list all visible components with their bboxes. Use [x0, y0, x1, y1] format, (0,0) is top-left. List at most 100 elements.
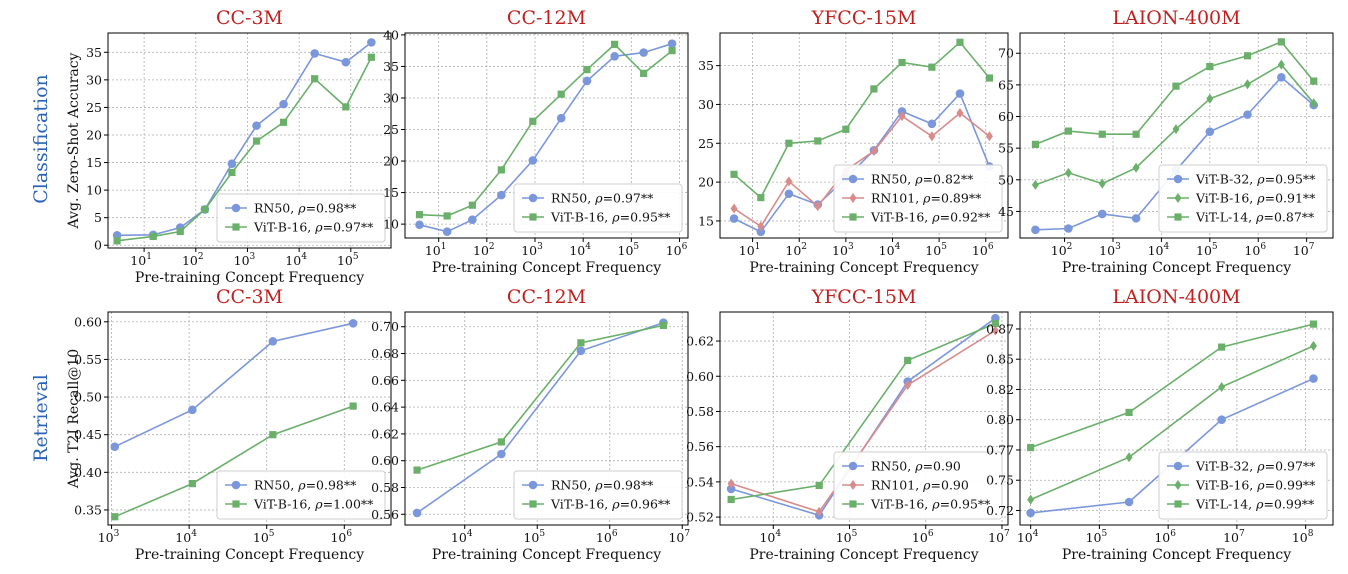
- y-tick-label: 15: [86, 155, 102, 170]
- legend-entry-ViT-B-32: ViT-B-32, ρ=0.95**: [1195, 172, 1316, 187]
- data-point-RN50: [268, 337, 278, 346]
- axes-frame: [107, 311, 392, 526]
- data-point-RN101: [991, 325, 999, 336]
- y-tick-label: 0.75: [986, 473, 1014, 488]
- data-point-RN101: [898, 111, 906, 122]
- data-point-ViT-B-16: [727, 495, 735, 504]
- legend-entry-ViT-B-16: ViT-B-16, ρ=0.95**: [870, 497, 991, 512]
- data-point-RN50: [110, 442, 120, 452]
- x-tick-label: 105: [253, 529, 275, 545]
- data-point-RN101: [956, 107, 964, 118]
- data-point-ViT-B-16: [1132, 162, 1140, 173]
- legend-entry-RN50: RN50, ρ=0.97**: [551, 191, 654, 206]
- y-axis-label: Avg. T2I Recall@10: [66, 349, 82, 489]
- x-tick-label: 101: [739, 242, 761, 258]
- data-point-RN101: [730, 203, 738, 214]
- y-tick-label: 20: [86, 127, 102, 142]
- data-point-RN50: [415, 220, 424, 230]
- y-tick-label: 0.68: [371, 346, 399, 361]
- data-point-ViT-L-14: [1031, 140, 1040, 148]
- x-tick-label: 107: [668, 529, 690, 545]
- x-tick-label: 103: [1099, 242, 1121, 258]
- y-tick-label: 0.62: [686, 334, 714, 349]
- data-point-RN101: [928, 131, 936, 142]
- data-point-ViT-B-16: [611, 40, 619, 48]
- data-point-ViT-B-16: [991, 319, 999, 328]
- legend-box: [513, 183, 683, 233]
- axes-frame: [1019, 311, 1334, 526]
- data-point-ViT-B-16: [413, 466, 421, 474]
- y-tick-label: 50: [998, 172, 1014, 187]
- data-point-RN50: [528, 156, 538, 165]
- data-point-ViT-L-14: [1098, 130, 1106, 138]
- legend-marker-ViT-B-16: [1174, 480, 1182, 490]
- x-tick-label: 104: [175, 529, 197, 545]
- data-point-RN50: [610, 52, 619, 61]
- data-point-RN50: [468, 215, 477, 225]
- y-tick-label: 35: [383, 59, 399, 74]
- y-tick-label: 10: [383, 217, 399, 232]
- chart-panel-1: CC-3M 101 102 103 104 105 0 5 10 15 20 25 30 35 RN50, …: [66, 7, 392, 286]
- data-point-ViT-B-16: [149, 232, 157, 241]
- legend-box: [833, 451, 1003, 520]
- x-tick-label: 105: [618, 242, 640, 258]
- data-point-ViT-L-14: [1064, 127, 1073, 135]
- legend-box: [833, 164, 1003, 233]
- row-label-classification: Classification: [30, 74, 52, 204]
- legend-marker-ViT-B-16: [1174, 193, 1182, 203]
- x-tick-label: 105: [925, 242, 947, 258]
- data-point-RN50: [497, 190, 506, 200]
- y-tick-label: 30: [383, 90, 399, 105]
- y-tick-label: 0.82: [986, 382, 1014, 397]
- data-point-ViT-L-14: [1125, 408, 1133, 417]
- data-point-ViT-L-14: [1206, 62, 1214, 71]
- data-point-ViT-B-16: [842, 125, 850, 133]
- y-tick-label: 55: [998, 141, 1014, 156]
- axes-frame: [719, 311, 1009, 526]
- x-tick-label: 106: [596, 529, 618, 545]
- legend-marker-ViT-L-14: [1174, 213, 1182, 221]
- series-line-RN50: [117, 41, 372, 237]
- x-axis-label: Pre-training Concept Frequency: [135, 270, 364, 286]
- chart-panel-7: YFCC-15M 104 105 106 107 0.52 0.54 0.56 0.58 0.60…: [686, 286, 1010, 563]
- legend-entry-ViT-B-16: ViT-B-16, ρ=0.96**: [550, 497, 671, 512]
- data-point-RN50: [412, 508, 422, 518]
- x-tick-label: 107: [1223, 529, 1245, 545]
- x-tick-label: 103: [521, 242, 543, 258]
- x-tick-label: 103: [832, 242, 854, 258]
- data-point-ViT-B-16: [228, 168, 236, 177]
- x-tick-label: 101: [425, 242, 447, 258]
- chart-panel-3: YFCC-15M 101 102 103 104 105 106 15 20 25 30 35 RN50…: [698, 7, 1009, 276]
- data-point-ViT-B-16: [201, 205, 209, 214]
- data-point-ViT-B-16: [113, 237, 121, 245]
- axes-frame: [404, 32, 689, 239]
- axes-frame: [107, 32, 392, 249]
- x-tick-label: 101: [130, 252, 152, 268]
- x-tick-label: 102: [182, 252, 204, 268]
- data-point-RN50: [252, 121, 261, 130]
- series-line-RN50: [733, 92, 991, 233]
- y-tick-label: 0.58: [371, 480, 399, 495]
- x-tick-label: 104: [285, 252, 307, 268]
- x-tick-label: 105: [337, 252, 359, 268]
- data-point-ViT-B-16: [557, 90, 565, 98]
- data-point-ViT-B-16: [583, 65, 591, 74]
- x-tick-label: 104: [451, 529, 473, 545]
- y-tick-label: 0.58: [686, 404, 714, 419]
- series-line-ViT-B-16: [419, 43, 673, 217]
- legend-entry-RN101: RN101, ρ=0.89**: [871, 191, 982, 206]
- chart-title: CC-12M: [507, 7, 586, 29]
- x-tick-label: 105: [523, 529, 545, 545]
- x-tick-label: 106: [666, 242, 688, 258]
- x-tick-label: 103: [234, 252, 256, 268]
- data-point-ViT-L-14: [1277, 38, 1285, 46]
- x-tick-label: 104: [1148, 242, 1170, 258]
- series-line-ViT-B-16: [733, 41, 991, 199]
- data-point-ViT-B-16: [468, 201, 476, 209]
- x-axis-label: Pre-training Concept Frequency: [1062, 260, 1291, 276]
- data-point-RN101: [815, 506, 823, 517]
- legend-entry-ViT-B-32: ViT-B-32, ρ=0.97**: [1195, 459, 1316, 474]
- data-point-ViT-B-16: [1027, 494, 1035, 505]
- data-point-ViT-L-14: [1310, 77, 1318, 85]
- data-point-ViT-B-16: [415, 211, 424, 219]
